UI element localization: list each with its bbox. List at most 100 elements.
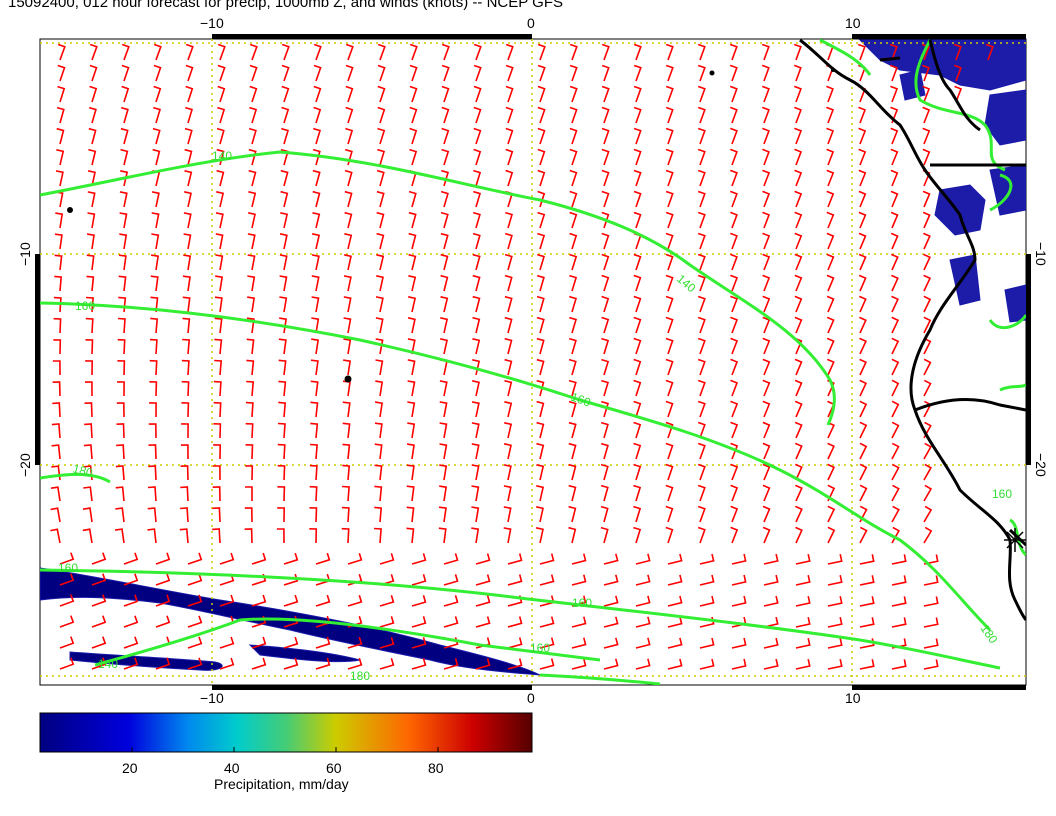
wind-barb-icon: [217, 64, 226, 82]
wind-barb-icon: [826, 106, 835, 124]
wind-barb-icon: [217, 43, 226, 61]
wind-barb-icon: [859, 526, 868, 544]
wind-barb-icon: [891, 379, 900, 397]
wind-barb-icon: [537, 211, 546, 229]
wind-barb-icon: [858, 169, 867, 187]
wind-barb-icon: [858, 274, 867, 292]
wind-barb-icon: [374, 485, 383, 502]
wind-barb-icon: [214, 317, 223, 334]
wind-barb-icon: [379, 637, 395, 649]
wind-barb-icon: [375, 359, 384, 376]
wind-barb-icon: [407, 317, 416, 334]
wind-barb-icon: [923, 316, 932, 334]
wind-barb-icon: [213, 423, 222, 439]
wind-barb-icon: [536, 464, 545, 481]
contour-label: 160: [992, 487, 1012, 501]
wind-barb-icon: [315, 636, 331, 649]
wind-barb-icon: [183, 254, 192, 271]
wind-barb-icon: [826, 274, 835, 292]
wind-barb-icon: [922, 190, 931, 208]
wind-barb-icon: [762, 295, 771, 313]
wind-barb-icon: [891, 484, 900, 502]
wind-barb-icon: [56, 149, 65, 166]
wind-barb-icon: [439, 401, 448, 418]
wind-barb-icon: [181, 380, 190, 397]
wind-barb-icon: [116, 444, 125, 460]
wind-barb-icon: [569, 148, 578, 166]
wind-barb-icon: [344, 190, 353, 208]
wind-barb-icon: [633, 274, 642, 292]
wind-barb-icon: [859, 638, 875, 649]
wind-barb-icon: [569, 127, 578, 145]
wind-barb-icon: [762, 148, 770, 166]
wind-barb-icon: [601, 64, 610, 82]
wind-barb-icon: [55, 170, 64, 187]
wind-barb-icon: [216, 169, 225, 187]
wind-barb-icon: [890, 127, 899, 145]
wind-barb-icon: [571, 553, 587, 565]
wind-barb-icon: [120, 106, 129, 124]
wind-barb-icon: [794, 85, 802, 103]
wind-barb-icon: [762, 253, 771, 271]
wind-barb-icon: [375, 380, 384, 397]
wind-barb-icon: [730, 505, 739, 523]
wind-barb-icon: [763, 658, 779, 670]
wind-barb-icon: [475, 616, 491, 628]
wind-barb-icon: [537, 106, 546, 124]
wind-barb-icon: [374, 422, 383, 439]
wind-barb-icon: [183, 233, 192, 250]
wind-barb-icon: [91, 636, 107, 649]
wind-barb-icon: [922, 211, 931, 229]
wind-barb-icon: [827, 505, 836, 523]
wind-barb-icon: [213, 444, 222, 460]
wind-barb-icon: [443, 574, 459, 586]
wind-barb-icon: [87, 212, 96, 229]
wind-barb-icon: [697, 253, 706, 271]
wind-barb-icon: [923, 526, 933, 544]
wind-barb-icon: [187, 657, 203, 670]
wind-barb-icon: [277, 422, 286, 439]
wind-barb-icon: [281, 127, 289, 145]
wind-barb-icon: [52, 360, 61, 376]
wind-barb-icon: [891, 316, 900, 334]
wind-barb-icon: [344, 211, 353, 229]
wind-barb-icon: [923, 617, 939, 628]
wind-barb-icon: [697, 463, 706, 481]
frame-ticks: [35, 34, 1031, 690]
wind-barb-icon: [890, 169, 899, 187]
wind-barb-icon: [505, 127, 514, 145]
wind-barb-icon: [54, 254, 63, 271]
wind-barb-icon: [665, 337, 674, 355]
wind-barb-icon: [51, 423, 61, 439]
wind-barb-icon: [537, 169, 546, 187]
wind-barb-icon: [440, 211, 449, 229]
wind-barb-icon: [374, 527, 382, 544]
wind-barb-icon: [377, 127, 386, 145]
wind-barb-icon: [117, 317, 126, 334]
wind-barb-icon: [283, 657, 299, 670]
wind-barb-icon: [665, 190, 674, 208]
wind-barb-icon: [600, 484, 609, 502]
wind-barb-icon: [180, 465, 189, 481]
wind-barb-icon: [600, 421, 609, 439]
wind-barb-icon: [117, 338, 126, 355]
wind-barb-icon: [345, 106, 354, 124]
wind-barb-icon: [667, 553, 683, 565]
wind-barb-icon: [52, 381, 61, 397]
colorbar-tick-label: 60: [326, 760, 342, 776]
bottom-tick-label: −10: [200, 690, 224, 706]
wind-barb-icon: [151, 191, 160, 208]
wind-barb-icon: [503, 506, 512, 523]
wind-barb-icon: [665, 400, 674, 418]
wind-barb-icon: [313, 127, 321, 145]
wind-barb-icon: [794, 106, 802, 124]
wind-barb-icon: [408, 232, 417, 250]
wind-barb-icon: [407, 380, 416, 397]
colorbar-tick-label: 40: [224, 760, 240, 776]
wind-barb-icon: [891, 358, 900, 376]
wind-barb-icon: [309, 485, 318, 502]
wind-barb-icon: [569, 274, 578, 292]
wind-barb-icon: [922, 64, 930, 82]
wind-barb-icon: [473, 64, 482, 82]
wind-barb-icon: [665, 148, 674, 166]
